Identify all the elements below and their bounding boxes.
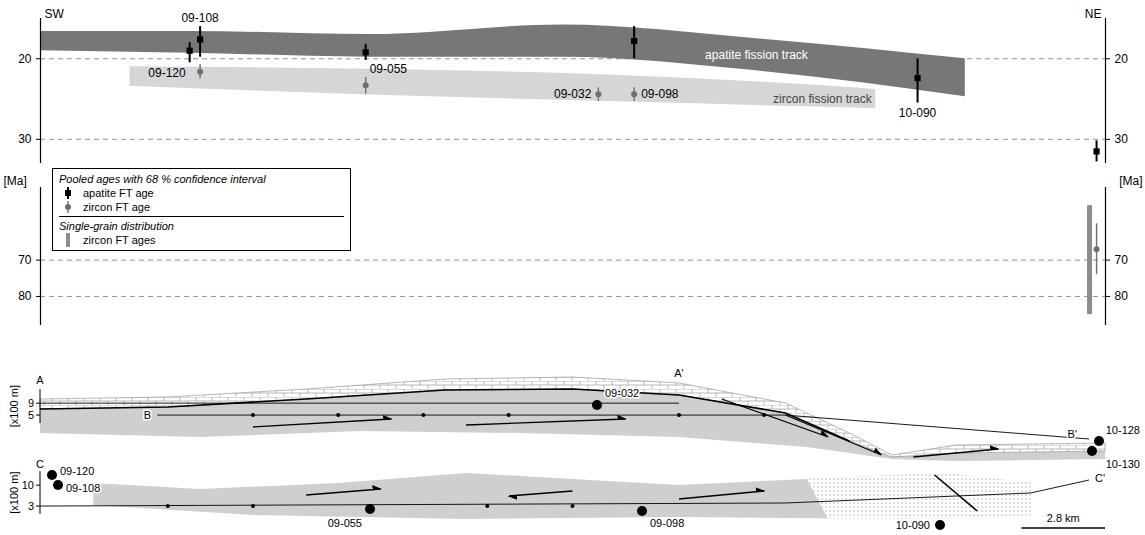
svg-text:[Ma]: [Ma] — [4, 174, 27, 188]
html-text:apatite FT age: apatite FT age — [83, 187, 154, 199]
svg-text:B': B' — [1068, 428, 1077, 440]
svg-text:80: 80 — [1115, 289, 1129, 303]
svg-text:09-120: 09-120 — [60, 465, 94, 477]
svg-text:[Ma]: [Ma] — [1119, 174, 1142, 188]
svg-text:9: 9 — [28, 397, 34, 409]
html-text:Single-grain distribution: Single-grain distribution — [59, 220, 174, 232]
svg-text:2.8 km: 2.8 km — [1047, 512, 1080, 524]
svg-text:5: 5 — [28, 409, 34, 421]
svg-text:[x100 m]: [x100 m] — [8, 385, 20, 427]
svg-text:apatite fission track: apatite fission track — [705, 48, 809, 62]
svg-text:NE: NE — [1085, 7, 1102, 21]
svg-text:A: A — [36, 374, 44, 386]
svg-text:10: 10 — [22, 479, 34, 491]
svg-text:70: 70 — [18, 253, 32, 267]
svg-text:20: 20 — [18, 52, 32, 66]
svg-text:09-120: 09-120 — [148, 66, 186, 80]
svg-text:80: 80 — [18, 289, 32, 303]
svg-text:30: 30 — [18, 132, 32, 146]
html-text:zircon FT ages: zircon FT ages — [83, 234, 156, 246]
svg-text:A': A' — [674, 367, 683, 379]
svg-text:10-130: 10-130 — [1106, 458, 1140, 470]
svg-text:09-108: 09-108 — [66, 482, 100, 494]
html-text:Pooled ages with 68 % confiden: Pooled ages with 68 % confidence interva… — [59, 173, 266, 185]
svg-text:B: B — [144, 409, 151, 421]
svg-text:C: C — [36, 458, 44, 470]
svg-text:20: 20 — [1115, 52, 1129, 66]
html-text:zircon FT age: zircon FT age — [83, 201, 151, 213]
svg-text:C': C' — [1095, 472, 1105, 484]
svg-text:10-090: 10-090 — [899, 106, 937, 120]
svg-text:zircon fission track: zircon fission track — [773, 92, 873, 106]
svg-text:10-090: 10-090 — [896, 519, 930, 531]
svg-text:[x100 m]: [x100 m] — [8, 472, 20, 514]
svg-text:09-032: 09-032 — [605, 387, 639, 399]
svg-text:SW: SW — [45, 7, 65, 21]
svg-text:09-098: 09-098 — [650, 517, 684, 529]
svg-text:70: 70 — [1115, 253, 1129, 267]
svg-text:10-128: 10-128 — [1106, 424, 1140, 436]
svg-text:09-055: 09-055 — [370, 62, 408, 76]
svg-text:09-098: 09-098 — [641, 87, 679, 101]
svg-text:3: 3 — [28, 500, 34, 512]
svg-text:30: 30 — [1115, 132, 1129, 146]
svg-text:09-055: 09-055 — [328, 517, 362, 529]
svg-text:09-108: 09-108 — [181, 11, 219, 25]
svg-text:09-032: 09-032 — [554, 87, 592, 101]
